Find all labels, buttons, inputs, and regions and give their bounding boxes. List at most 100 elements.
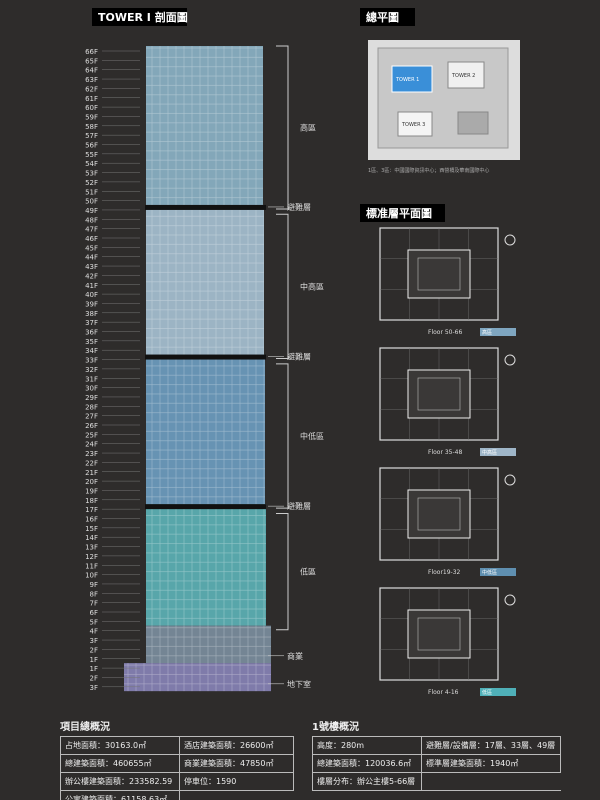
north-arrow — [504, 594, 516, 606]
table-cell: 公寓建築面積：61158.63㎡ — [60, 791, 180, 800]
floor-label: 15F — [85, 525, 98, 533]
table-cell: 避難層/設備層：17層、33層、49層 — [421, 737, 561, 754]
floor-label: 39F — [85, 300, 98, 308]
table-row: 辦公樓建築面積：233582.59 停車位：1590 — [60, 772, 294, 790]
zone-label: 避難層 — [287, 352, 311, 362]
floor-label: 34F — [85, 347, 98, 355]
floor-label: 51F — [85, 188, 98, 196]
floor-label: 3F — [90, 637, 98, 645]
floor-label: 44F — [85, 254, 98, 262]
table-title: 1號樓概況 — [312, 722, 359, 733]
table-title: 項目總概況 — [60, 722, 110, 733]
site-label: TOWER 3 — [401, 122, 425, 128]
tower-table: 1號樓概況 高度：280m 避難層/設備層：17層、33層、49層 總建築面積：120… — [312, 718, 561, 791]
plan-zone: 中高區 — [482, 449, 497, 456]
title-bg — [92, 8, 187, 26]
zone-label: 地下室 — [287, 679, 311, 689]
floor-label: 33F — [85, 357, 98, 365]
plan-core-inner — [417, 377, 461, 411]
plan-floor: Floor 35-48 — [428, 449, 462, 456]
refuge-band — [145, 204, 266, 210]
tower-grid — [146, 625, 271, 664]
floor-label: 42F — [85, 272, 98, 280]
floor-label: 38F — [85, 310, 98, 318]
plan-tag-bg — [480, 568, 516, 576]
floor-label: 1F — [90, 665, 98, 673]
floor-label: 63F — [85, 76, 98, 84]
floor-label: 55F — [85, 151, 98, 159]
table-cell: 停車位：1590 — [179, 773, 294, 790]
north-arrow — [504, 354, 516, 366]
plan-tag-bg — [480, 328, 516, 336]
refuge-band — [145, 354, 266, 360]
floor-label: 47F — [85, 226, 98, 234]
tower-grid — [146, 354, 265, 505]
floor-label: 60F — [85, 104, 98, 112]
floor-label: 36F — [85, 329, 98, 337]
zone-bracket — [276, 513, 289, 631]
floor-label: 32F — [85, 366, 98, 374]
floor-label: 64F — [85, 67, 98, 75]
tower-grid — [146, 504, 266, 626]
floor-label: 48F — [85, 216, 98, 224]
zone-bracket — [276, 213, 289, 360]
table-row: 總建築面積：120036.6㎡ 標準層建築面積：1940㎡ — [312, 754, 561, 772]
floor-label: 65F — [85, 57, 98, 65]
floor-label: 25F — [85, 431, 98, 439]
floor-label: 5F — [90, 618, 98, 626]
floor-label: 23F — [85, 450, 98, 458]
project-table: 項目總概況 占地面積：30163.0㎡ 酒店建築面積：26600㎡ 總建築面積：460… — [60, 718, 294, 800]
floor-label: 6F — [90, 609, 98, 617]
floor-label: 37F — [85, 319, 98, 327]
refuge-band — [145, 504, 266, 510]
floor-label: 66F — [85, 48, 98, 56]
floor-label: 2F — [90, 646, 98, 654]
floor-label: 8F — [90, 590, 98, 598]
floor-label: 61F — [85, 95, 98, 103]
zone-label: 避難層 — [287, 501, 311, 511]
floor-label: 28F — [85, 403, 98, 411]
zone-label: 高區 — [300, 122, 316, 132]
zone-label: 商業 — [287, 651, 303, 661]
table-cell: 總建築面積：120036.6㎡ — [312, 755, 421, 772]
plan-floor: Floor 50-66 — [428, 329, 462, 336]
floor-label: 24F — [85, 441, 98, 449]
table-row: 公寓建築面積：61158.63㎡ — [60, 790, 294, 800]
floor-label: 59F — [85, 113, 98, 121]
floor-label: 58F — [85, 123, 98, 131]
floor-label: 13F — [85, 544, 98, 552]
floor-label: 12F — [85, 553, 98, 561]
floor-label: 18F — [85, 497, 98, 505]
floor-label: 20F — [85, 478, 98, 486]
north-arrow — [504, 474, 516, 486]
plan-core — [407, 249, 471, 299]
zone-label: 中高區 — [300, 281, 324, 291]
title-bg — [360, 204, 445, 222]
floor-label: 49F — [85, 207, 98, 215]
plan-core-inner — [417, 617, 461, 651]
typical-title: 標准層平面圖 — [366, 206, 432, 220]
north-arrow — [504, 234, 516, 246]
floor-label: 62F — [85, 85, 98, 93]
floor-label: 17F — [85, 506, 98, 514]
floor-label: 50F — [85, 198, 98, 206]
floor-label: 7F — [90, 600, 98, 608]
zone-bracket — [276, 363, 289, 509]
section-title: TOWER I 剖面圖 — [98, 10, 188, 24]
tower-grid — [146, 204, 264, 355]
floor-label: 11F — [85, 562, 98, 570]
plan-zone: 低區 — [482, 689, 492, 696]
site-label: TOWER 2 — [451, 73, 475, 79]
table-cell: 辦公樓建築面積：233582.59 — [60, 773, 179, 790]
floor-label: 29F — [85, 394, 98, 402]
tower-2 — [447, 61, 485, 89]
floor-label: 19F — [85, 487, 98, 495]
floor-label: 41F — [85, 282, 98, 290]
floor-label: 31F — [85, 375, 98, 383]
floor-label: 2F — [90, 674, 98, 682]
zone-label: 避難層 — [287, 202, 311, 212]
table-cell: 總建築面積：460655㎡ — [60, 755, 179, 772]
zone-label: 低區 — [300, 567, 316, 577]
floor-label: 40F — [85, 291, 98, 299]
table-row: 總建築面積：460655㎡ 商業建築面積：47850㎡ — [60, 754, 294, 772]
